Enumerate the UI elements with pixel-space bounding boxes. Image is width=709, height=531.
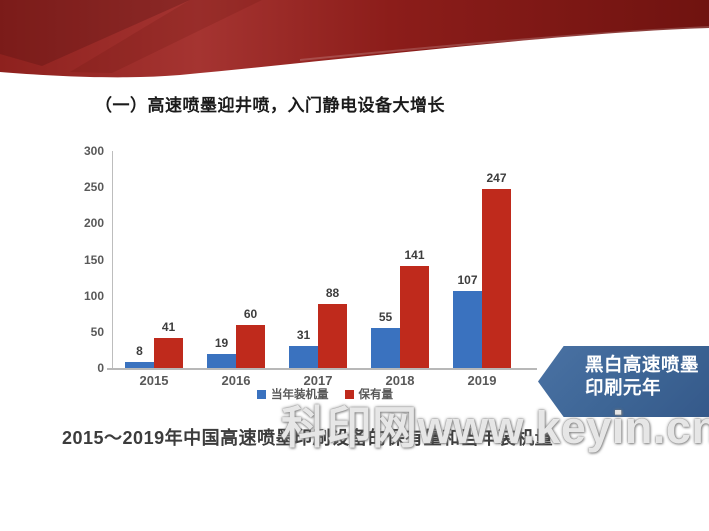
- y-axis-tick-label: 0: [97, 361, 104, 375]
- highlight-badge: 黑白高速喷墨 印刷元年: [538, 346, 709, 417]
- legend-swatch-icon: [257, 389, 266, 399]
- x-axis-category-label: 2016: [221, 373, 251, 388]
- x-axis-category-label: 2015: [139, 373, 169, 388]
- x-axis-category-label: 2019: [467, 373, 497, 388]
- bar-当年装机量-2018: [371, 328, 400, 368]
- highlight-badge-text: 黑白高速喷墨 印刷元年: [585, 353, 699, 399]
- y-axis-tick-label: 50: [90, 324, 104, 339]
- bar-保有量-2016: [236, 325, 265, 368]
- y-axis-tick-label: 300: [83, 144, 104, 158]
- ribbon-decoration: [0, 0, 709, 78]
- legend-label: 当年装机量: [271, 389, 329, 401]
- badge-line1: 黑白高速喷墨: [585, 354, 700, 375]
- bar-保有量-2019: [482, 189, 511, 368]
- bar-value-label: 31: [296, 328, 311, 342]
- legend-label: 保有量: [358, 389, 394, 401]
- legend-swatch-icon: [344, 389, 354, 399]
- bar-value-label: 41: [161, 320, 176, 334]
- legend-item: 当年装机量: [257, 386, 329, 402]
- bar-保有量-2018: [400, 266, 429, 368]
- chart-caption: 2015～2019年中国高速喷墨印刷设备的保有量和当年装机量: [62, 428, 554, 448]
- y-axis-tick-label: 150: [83, 252, 104, 267]
- x-axis-category-label: 2017: [303, 373, 333, 388]
- bar-保有量-2015: [154, 338, 183, 368]
- bar-value-label: 247: [486, 171, 507, 185]
- y-axis-tick-label: 250: [83, 180, 104, 195]
- y-axis-line: [112, 151, 113, 368]
- chart-legend: 当年装机量 保有量: [113, 386, 537, 402]
- bar-value-label: 8: [136, 344, 143, 358]
- x-axis-line: [107, 368, 537, 370]
- bar-value-label: 88: [325, 286, 340, 300]
- watermark: 科印网www.keyin.cn: [281, 402, 709, 453]
- legend-item: 保有量: [344, 386, 394, 402]
- bar-value-label: 55: [378, 310, 393, 324]
- bar-value-label: 141: [404, 248, 425, 262]
- bar-当年装机量-2019: [453, 291, 482, 368]
- y-axis-tick-label: 100: [83, 288, 104, 303]
- slide-title: （一）高速喷墨迎井喷，入门静电设备大增长: [95, 96, 445, 115]
- bar-保有量-2017: [318, 304, 347, 368]
- bar-value-label: 19: [214, 336, 229, 350]
- bar-value-label: 107: [457, 273, 478, 287]
- bar-当年装机量-2016: [207, 354, 236, 368]
- badge-line2: 印刷元年: [585, 377, 662, 398]
- x-axis-category-label: 2018: [385, 373, 415, 388]
- bar-value-label: 60: [243, 307, 258, 321]
- bar-当年装机量-2017: [289, 346, 318, 368]
- bar-当年装机量-2015: [125, 362, 154, 368]
- y-axis-tick-label: 200: [83, 216, 104, 231]
